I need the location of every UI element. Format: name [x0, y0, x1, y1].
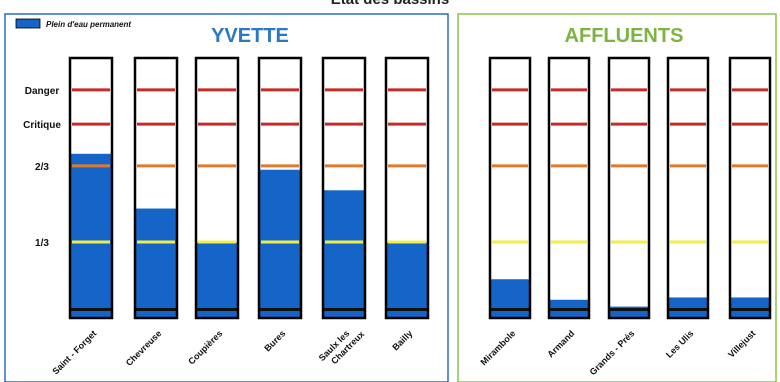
yvette-category-label-0: Saint - Forget — [50, 328, 98, 376]
yvette-column-0 — [68, 56, 114, 320]
affluents-column-3 — [666, 56, 710, 320]
yvette-base-band-1 — [135, 308, 177, 311]
affluents-base-band-4 — [730, 308, 770, 311]
yvette-base-band-3 — [259, 308, 301, 311]
yvette-base-band-0 — [70, 308, 112, 311]
affluents-bar-3 — [668, 297, 708, 318]
affluents-bar-0 — [490, 279, 530, 318]
yvette-bar-5 — [386, 242, 428, 318]
yvette-column-5 — [384, 56, 430, 320]
yvette-category-label-5: Bailly — [390, 328, 414, 352]
affluents-category-label-2: Grands - Prés — [588, 328, 637, 377]
yvette-base-band-4 — [323, 308, 365, 311]
legend-swatch — [15, 18, 41, 29]
affluents-category-label-0: Mirambole — [479, 328, 518, 367]
yvette-column-3 — [257, 56, 303, 320]
yvette-category-label-3: Bures — [262, 328, 287, 353]
affluents-base-band-2 — [609, 308, 649, 311]
level-label-3: 1/3 — [35, 238, 49, 249]
affluents-panel: AFFLUENTS Mirambole Armand Grands - Prés Les… — [479, 25, 772, 377]
yvette-column-1 — [133, 56, 179, 320]
yvette-title: YVETTE — [211, 25, 289, 47]
affluents-panel-frame — [457, 13, 777, 382]
affluents-column-2 — [607, 56, 651, 320]
yvette-column-4 — [321, 56, 367, 320]
yvette-category-label-1: Chevreuse — [124, 328, 164, 368]
affluents-column-1 — [547, 56, 591, 320]
affluents-bar-2 — [609, 306, 649, 318]
affluents-column-0 — [488, 56, 532, 320]
affluents-category-label-3: Les Ulis — [664, 328, 695, 359]
yvette-bar-4 — [323, 190, 365, 318]
yvette-bar-2 — [196, 242, 238, 318]
legend-label: Plein d'eau permanent — [46, 20, 131, 29]
affluents-column-4 — [728, 56, 772, 320]
affluents-base-band-0 — [490, 308, 530, 311]
yvette-category-label-4: Saulx lesChartreux — [317, 321, 367, 371]
yvette-base-band-2 — [196, 308, 238, 311]
affluents-bar-4 — [730, 297, 770, 318]
affluents-category-label-4: Villejust — [726, 328, 757, 359]
yvette-panel: YVETTE Danger Critique 2/3 1/3 Saint - Forget… — [23, 25, 430, 376]
affluents-base-band-1 — [549, 308, 589, 311]
affluents-category-label-1: Armand — [545, 328, 576, 359]
yvette-bar-1 — [135, 208, 177, 318]
yvette-bar-0 — [70, 153, 112, 318]
yvette-bar-3 — [259, 169, 301, 318]
level-label-1: Critique — [23, 120, 61, 131]
level-label-2: 2/3 — [35, 162, 49, 173]
level-label-0: Danger — [25, 86, 60, 97]
yvette-category-label-2: Coupières — [186, 328, 224, 366]
affluents-title: AFFLUENTS — [565, 25, 684, 47]
page-title: Etat des bassins — [331, 0, 449, 8]
yvette-panel-frame — [4, 13, 449, 382]
yvette-base-band-5 — [386, 308, 428, 311]
affluents-base-band-3 — [668, 308, 708, 311]
yvette-column-2 — [194, 56, 240, 320]
